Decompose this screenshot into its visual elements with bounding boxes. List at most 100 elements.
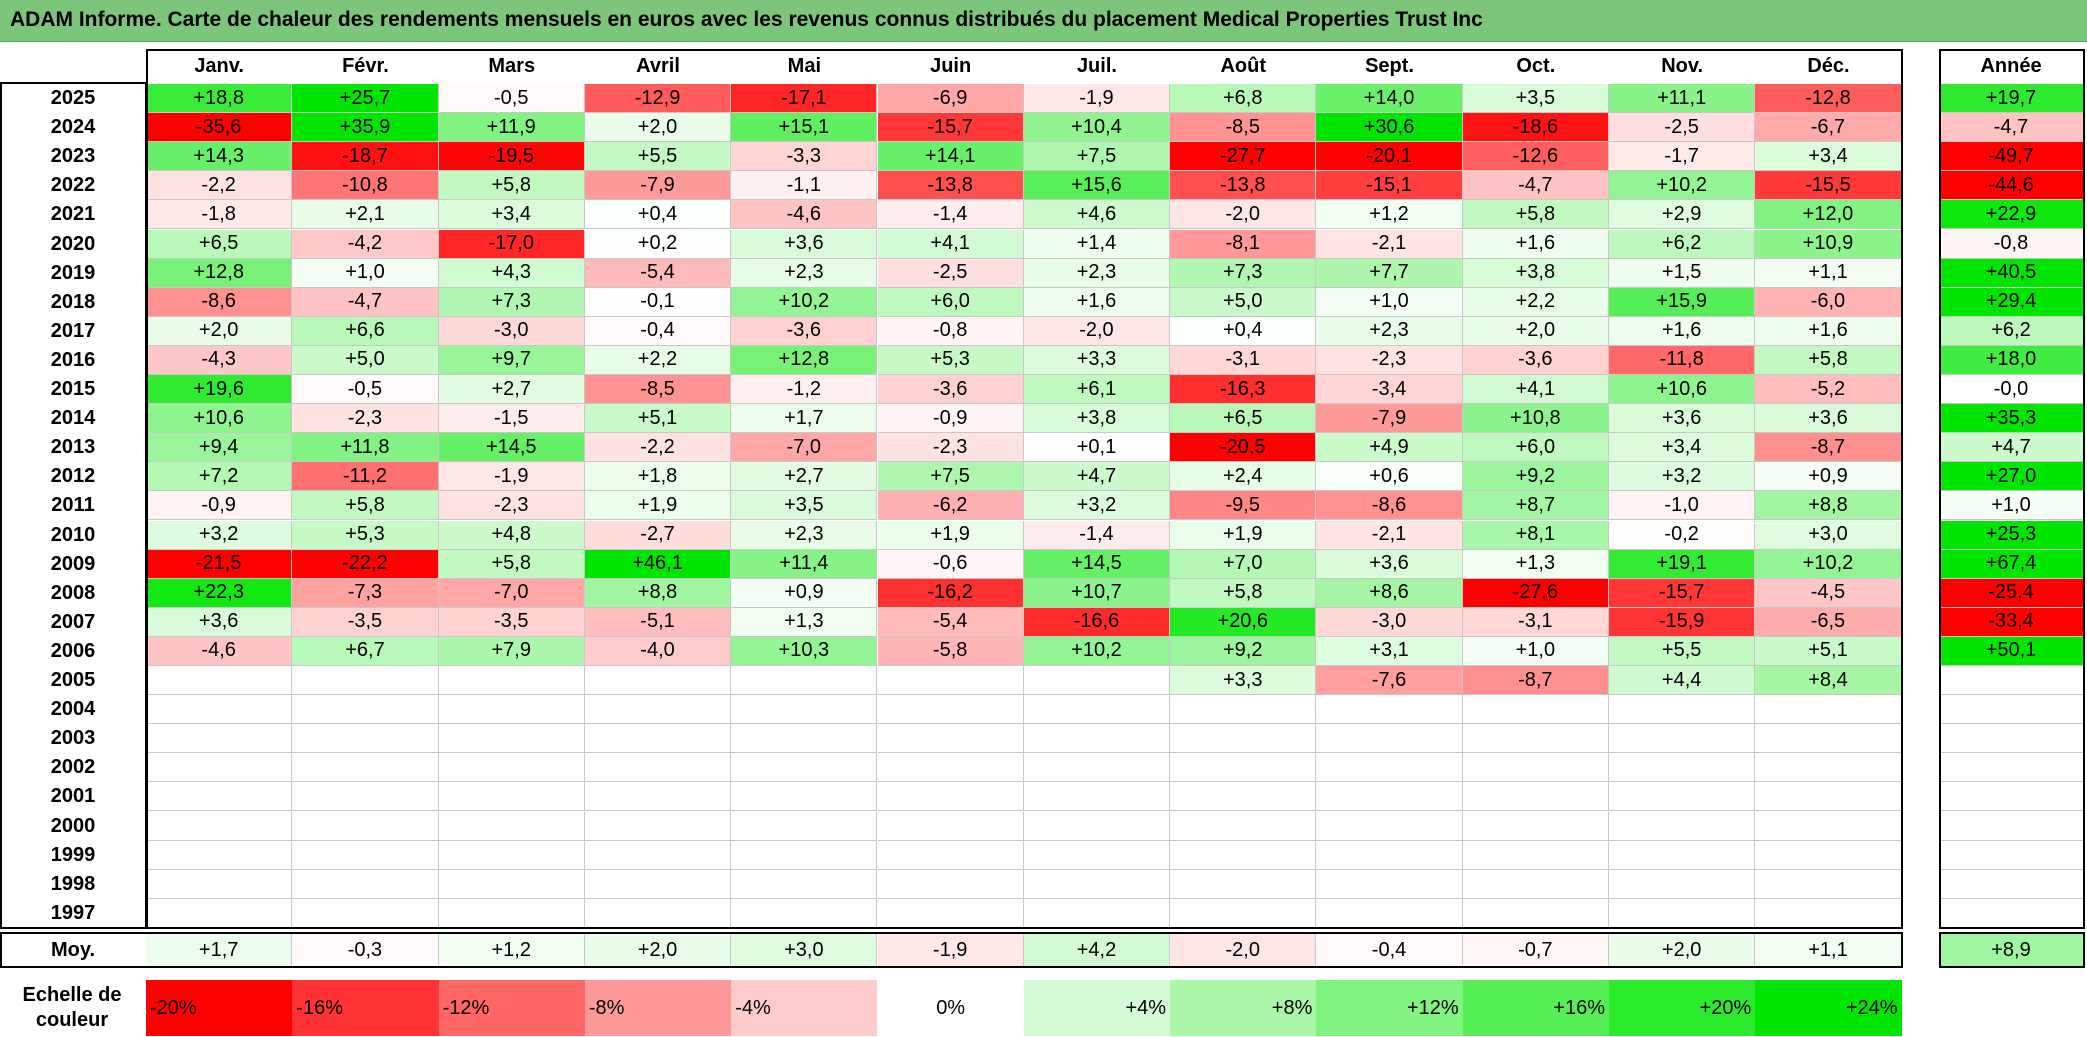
heatmap-cell: -27,6	[1462, 578, 1609, 608]
heatmap-cell: -0,5	[292, 375, 439, 405]
heatmap-cell: -2,3	[1316, 345, 1463, 375]
heatmap-cell: +4,1	[877, 229, 1024, 259]
row-year-label: 2009	[50, 552, 96, 575]
chart-title: ADAM Informe. Carte de chaleur des rende…	[10, 8, 1483, 31]
heatmap-cell: -19,5	[438, 142, 585, 172]
heatmap-cell: +3,5	[1462, 84, 1609, 114]
heatmap-cell: -17,1	[731, 84, 878, 114]
heatmap-cell	[146, 840, 293, 870]
heatmap-cell: -0,9	[877, 404, 1024, 434]
heatmap-cell	[731, 695, 878, 725]
color-scale-stop: -8%	[584, 980, 732, 1036]
heatmap-cell: +4,1	[1462, 375, 1609, 405]
heatmap-cell: -0,5	[438, 84, 585, 114]
heatmap-cell: +30,6	[1316, 113, 1463, 143]
annual-cell	[1939, 666, 2083, 696]
heatmap-cell: +3,1	[1316, 636, 1463, 666]
heatmap-cell: -2,0	[1170, 200, 1317, 230]
heatmap-cell: -1,4	[877, 200, 1024, 230]
heatmap-cell: -0,6	[877, 549, 1024, 579]
heatmap-cell: -16,2	[877, 578, 1024, 608]
heatmap-cell: +8,6	[1316, 578, 1463, 608]
row-year-label: 2021	[50, 203, 96, 226]
row-year-label: 2016	[50, 348, 96, 371]
heatmap-cell	[1170, 695, 1317, 725]
heatmap-cell: +7,3	[1170, 258, 1317, 288]
heatmap-cell: -4,6	[731, 200, 878, 230]
heatmap-cell: +1,5	[1609, 258, 1756, 288]
heatmap-cell: -3,6	[1462, 345, 1609, 375]
column-header-1: Janv.	[194, 54, 244, 77]
heatmap-cell	[438, 898, 585, 928]
heatmap-cell: +6,6	[292, 316, 439, 346]
column-header-9: Sept.	[1365, 54, 1414, 77]
heatmap-cell: -1,0	[1609, 491, 1756, 521]
heatmap-cell	[146, 811, 293, 841]
heatmap-cell	[1462, 782, 1609, 812]
row-year-label: 2020	[50, 232, 96, 255]
heatmap-cell	[1462, 898, 1609, 928]
heatmap-cell	[1023, 869, 1171, 899]
heatmap-cell	[292, 695, 439, 725]
annual-cell	[1939, 898, 2083, 928]
row-year-label: 1998	[50, 872, 96, 895]
heatmap-cell: +1,0	[1462, 636, 1609, 666]
heatmap-cell: -8,6	[146, 287, 293, 317]
heatmap-cell: +14,3	[146, 142, 293, 172]
heatmap-cell	[1170, 898, 1317, 928]
title-bar: ADAM Informe. Carte de chaleur des rende…	[0, 0, 2087, 42]
row-year-label: 2018	[50, 290, 96, 313]
average-cell: +1,7	[146, 934, 293, 966]
heatmap-cell: -5,1	[584, 607, 732, 637]
heatmap-cell: -3,4	[1316, 375, 1463, 405]
color-scale-stop: -20%	[146, 980, 293, 1036]
heatmap-cell: +14,0	[1316, 84, 1463, 114]
annual-cell: -25,4	[1939, 578, 2083, 608]
heatmap-cell	[1755, 898, 1902, 928]
heatmap-cell	[292, 811, 439, 841]
heatmap-cell: -2,2	[146, 171, 293, 201]
heatmap-cell: -7,9	[1316, 404, 1463, 434]
row-year-label: 2015	[50, 378, 96, 401]
heatmap-cell: +14,1	[877, 142, 1024, 172]
heatmap-cell	[1316, 753, 1463, 783]
heatmap-cell: +3,6	[1316, 549, 1463, 579]
heatmap-cell	[1609, 840, 1756, 870]
heatmap-cell: +35,9	[292, 113, 439, 143]
color-scale-stop: -12%	[438, 980, 585, 1036]
heatmap-cell: +4,4	[1609, 666, 1756, 696]
heatmap-cell: +3,6	[146, 607, 293, 637]
heatmap-cell: +5,0	[292, 345, 439, 375]
row-year-label: 2005	[50, 669, 96, 692]
heatmap-cell: +3,2	[1609, 462, 1756, 492]
heatmap-cell	[146, 869, 293, 899]
heatmap-cell	[1462, 695, 1609, 725]
row-year-label: 2006	[50, 639, 96, 662]
heatmap-cell: +2,2	[1462, 287, 1609, 317]
heatmap-cell: +5,8	[292, 491, 439, 521]
heatmap-cell: -8,5	[584, 375, 732, 405]
heatmap-cell: +1,1	[1755, 258, 1902, 288]
heatmap-cell	[1023, 782, 1171, 812]
average-cell: +3,0	[731, 934, 878, 966]
heatmap-cell	[1170, 869, 1317, 899]
average-cell: -1,9	[877, 934, 1024, 966]
row-year-label: 2002	[50, 756, 96, 779]
heatmap-cell	[877, 811, 1024, 841]
row-year-label: 2003	[50, 727, 96, 750]
heatmap-cell: -15,7	[1609, 578, 1756, 608]
heatmap-cell: -4,5	[1755, 578, 1902, 608]
annual-cell: +40,5	[1939, 258, 2083, 288]
heatmap-cell: +9,2	[1170, 636, 1317, 666]
row-year-label: 2022	[50, 174, 96, 197]
heatmap-cell: -15,5	[1755, 171, 1902, 201]
heatmap-cell: -16,3	[1170, 375, 1317, 405]
color-scale-stop: +8%	[1170, 980, 1317, 1036]
heatmap-cell	[877, 666, 1024, 696]
heatmap-cell: -1,2	[731, 375, 878, 405]
heatmap-cell: +3,3	[1170, 666, 1317, 696]
heatmap-cell: +3,4	[438, 200, 585, 230]
heatmap-cell: -22,2	[292, 549, 439, 579]
heatmap-cell	[292, 840, 439, 870]
heatmap-cell: -8,5	[1170, 113, 1317, 143]
